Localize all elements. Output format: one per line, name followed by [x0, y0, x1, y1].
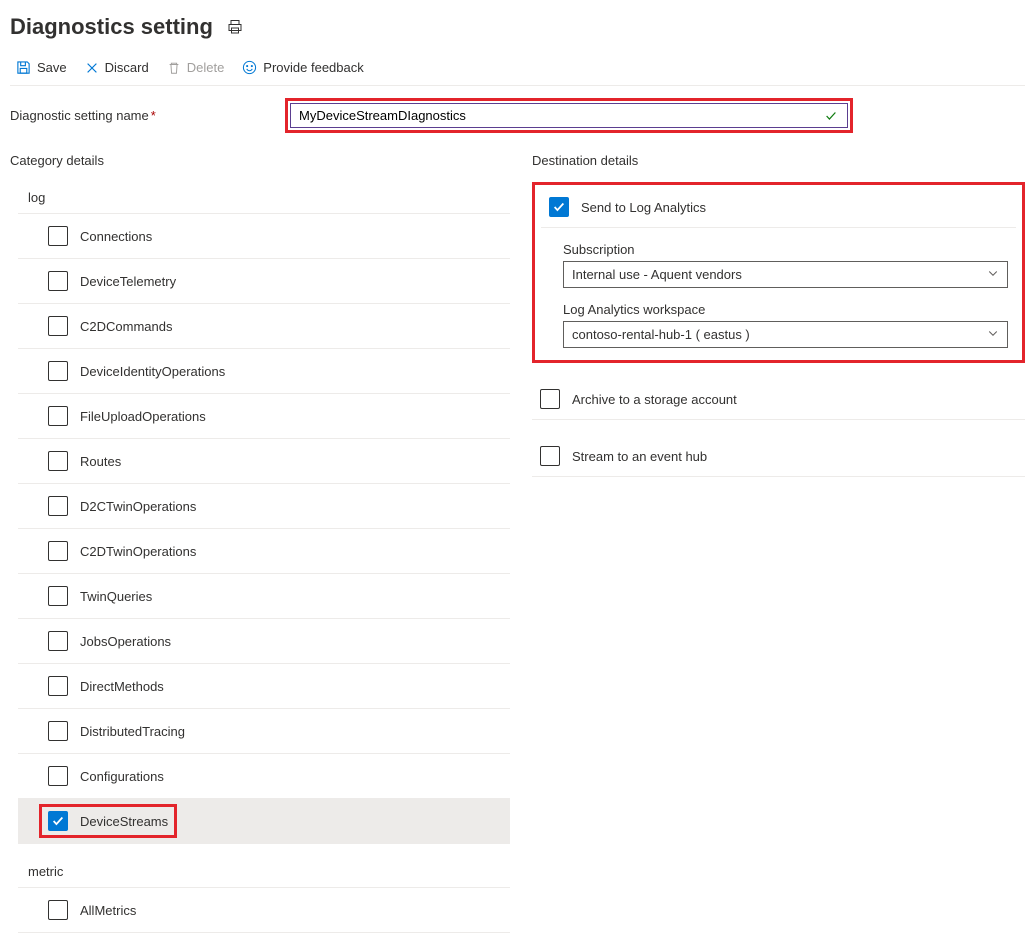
log-0-checkbox[interactable] — [48, 226, 68, 246]
log-8-label: TwinQueries — [80, 589, 152, 604]
log-9-checkbox[interactable] — [48, 631, 68, 651]
chevron-down-icon — [987, 327, 999, 342]
x-icon — [85, 61, 99, 75]
log-3-checkbox[interactable] — [48, 361, 68, 381]
log-12-label: Configurations — [80, 769, 164, 784]
feedback-label: Provide feedback — [263, 60, 363, 75]
log-11-checkbox[interactable] — [48, 721, 68, 741]
eventhub-checkbox[interactable] — [540, 446, 560, 466]
discard-label: Discard — [105, 60, 149, 75]
log-5-row: Routes — [18, 439, 510, 484]
log-10-checkbox[interactable] — [48, 676, 68, 696]
log-9-row: JobsOperations — [18, 619, 510, 664]
required-indicator: * — [151, 108, 156, 123]
log-13-label: DeviceStreams — [80, 814, 168, 829]
storage-checkbox[interactable] — [540, 389, 560, 409]
log-12-row: Configurations — [18, 754, 510, 799]
eventhub-label: Stream to an event hub — [572, 449, 707, 464]
log-4-checkbox[interactable] — [48, 406, 68, 426]
delete-label: Delete — [187, 60, 225, 75]
log-1-label: DeviceTelemetry — [80, 274, 176, 289]
metric-group-header: metric — [18, 856, 510, 888]
save-button[interactable]: Save — [16, 60, 67, 75]
category-details-title: Category details — [10, 153, 510, 168]
log-13-row: DeviceStreams — [18, 799, 510, 844]
log-9-label: JobsOperations — [80, 634, 171, 649]
log-3-label: DeviceIdentityOperations — [80, 364, 225, 379]
page-title: Diagnostics setting — [10, 14, 213, 40]
print-icon[interactable] — [227, 19, 243, 35]
save-label: Save — [37, 60, 67, 75]
discard-button[interactable]: Discard — [85, 60, 149, 75]
log-5-label: Routes — [80, 454, 121, 469]
log-analytics-label: Send to Log Analytics — [581, 200, 706, 215]
log-1-checkbox[interactable] — [48, 271, 68, 291]
setting-name-input[interactable] — [290, 103, 848, 128]
metric-0-label: AllMetrics — [80, 903, 136, 918]
log-6-row: D2CTwinOperations — [18, 484, 510, 529]
workspace-value: contoso-rental-hub-1 ( eastus ) — [572, 327, 750, 342]
log-6-label: D2CTwinOperations — [80, 499, 196, 514]
log-2-row: C2DCommands — [18, 304, 510, 349]
subscription-select[interactable]: Internal use - Aquent vendors — [563, 261, 1008, 288]
log-8-checkbox[interactable] — [48, 586, 68, 606]
log-0-label: Connections — [80, 229, 152, 244]
save-icon — [16, 60, 31, 75]
log-3-row: DeviceIdentityOperations — [18, 349, 510, 394]
toolbar: Save Discard Delete Provide feedback — [10, 54, 1025, 86]
delete-button: Delete — [167, 60, 225, 75]
log-6-checkbox[interactable] — [48, 496, 68, 516]
workspace-label: Log Analytics workspace — [563, 302, 1008, 317]
log-13-checkbox[interactable] — [48, 811, 68, 831]
log-4-row: FileUploadOperations — [18, 394, 510, 439]
setting-name-highlight — [285, 98, 853, 133]
setting-name-label: Diagnostic setting name* — [10, 108, 285, 123]
subscription-value: Internal use - Aquent vendors — [572, 267, 742, 282]
log-11-row: DistributedTracing — [18, 709, 510, 754]
log-analytics-checkbox[interactable] — [549, 197, 569, 217]
log-1-row: DeviceTelemetry — [18, 259, 510, 304]
log-5-checkbox[interactable] — [48, 451, 68, 471]
log-8-row: TwinQueries — [18, 574, 510, 619]
smiley-icon — [242, 60, 257, 75]
chevron-down-icon — [987, 267, 999, 282]
log-10-label: DirectMethods — [80, 679, 164, 694]
metric-0-checkbox[interactable] — [48, 900, 68, 920]
log-7-label: C2DTwinOperations — [80, 544, 196, 559]
feedback-button[interactable]: Provide feedback — [242, 60, 363, 75]
subscription-label: Subscription — [563, 242, 1008, 257]
metric-0-row: AllMetrics — [18, 888, 510, 933]
log-7-checkbox[interactable] — [48, 541, 68, 561]
log-analytics-highlight: Send to Log Analytics Subscription Inter… — [532, 182, 1025, 363]
storage-label: Archive to a storage account — [572, 392, 737, 407]
log-4-label: FileUploadOperations — [80, 409, 206, 424]
log-2-label: C2DCommands — [80, 319, 172, 334]
log-12-checkbox[interactable] — [48, 766, 68, 786]
log-10-row: DirectMethods — [18, 664, 510, 709]
log-0-row: Connections — [18, 214, 510, 259]
valid-check-icon — [824, 109, 838, 126]
workspace-select[interactable]: contoso-rental-hub-1 ( eastus ) — [563, 321, 1008, 348]
log-7-row: C2DTwinOperations — [18, 529, 510, 574]
log-group-header: log — [18, 182, 510, 214]
log-2-checkbox[interactable] — [48, 316, 68, 336]
log-11-label: DistributedTracing — [80, 724, 185, 739]
log-13-highlight: DeviceStreams — [39, 804, 177, 838]
trash-icon — [167, 61, 181, 75]
destination-details-title: Destination details — [532, 153, 1025, 168]
